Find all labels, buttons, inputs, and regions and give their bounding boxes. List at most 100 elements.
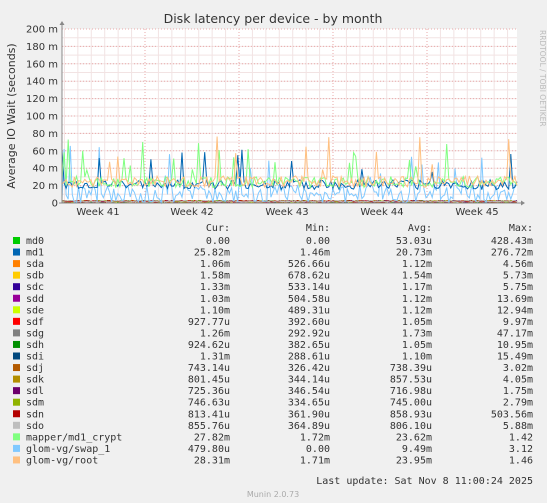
legend-max: 4.05m: [503, 375, 533, 386]
legend-item: glom-vg/swap_1 479.80u 0.00 9.49m 3.12: [13, 444, 533, 455]
y-tick-label: 60 m: [32, 146, 58, 157]
legend-max: 3.12: [509, 444, 533, 455]
legend-header-max: Max:: [509, 223, 533, 234]
legend-avg: 806.10u: [390, 421, 432, 432]
legend-avg: 1.17m: [402, 282, 432, 293]
legend-item: sdi 1.31m 288.61u 1.10m 15.49m: [13, 352, 533, 363]
axes: [59, 21, 525, 206]
legend-swatch: [13, 456, 20, 464]
legend-avg: 858.93u: [390, 409, 432, 420]
x-tick-label: Week 42: [170, 207, 213, 218]
legend-min: 0.00: [306, 444, 330, 455]
legend-item: sdc 1.33m 533.14u 1.17m 5.75m: [13, 282, 533, 293]
legend-name: sda: [26, 259, 44, 270]
legend-max: 5.88m: [503, 421, 533, 432]
legend-name: glom-vg/swap_1: [26, 444, 110, 455]
legend-cur: 1.58m: [200, 271, 230, 282]
rrdtool-side-label: RRDTOOL / TOBI OETIKER: [538, 30, 547, 127]
legend-item: sdn 813.41u 361.90u 858.93u 503.56m: [13, 409, 533, 420]
legend-item: mapper/md1_crypt 27.82m 1.72m 23.62m 1.42: [13, 432, 533, 443]
legend-cur: 28.31m: [194, 455, 230, 466]
legend-cur: 1.26m: [200, 328, 230, 339]
legend-avg: 745.00u: [390, 398, 432, 409]
legend-swatch: [13, 364, 20, 372]
legend-avg: 716.98u: [390, 386, 432, 397]
series-line-md1: [61, 149, 518, 191]
legend-min: 334.65u: [288, 398, 330, 409]
legend-name: sdj: [26, 363, 44, 374]
series-line-mapper-md1-crypt: [61, 139, 518, 190]
legend-min: 344.14u: [288, 375, 330, 386]
y-axis-label: Average IO Wait (seconds): [5, 43, 18, 188]
y-tick-label: 160 m: [26, 59, 58, 70]
legend-name: sdf: [26, 317, 44, 328]
legend-min: 1.71m: [300, 455, 330, 466]
legend-name: sde: [26, 305, 44, 316]
y-tick-label: 120 m: [26, 94, 58, 105]
legend-name: md0: [26, 236, 44, 247]
legend-header-avg: Avg:: [408, 223, 432, 234]
legend-item: sda 1.06m 526.66u 1.12m 4.56m: [13, 259, 533, 270]
legend-header-cur: Cur:: [206, 223, 230, 234]
legend-avg: 53.03u: [396, 236, 432, 247]
legend-swatch: [13, 340, 20, 348]
legend-name: sdd: [26, 294, 44, 305]
legend-max: 276.72m: [491, 248, 533, 259]
x-tick-label: Week 45: [455, 207, 498, 218]
legend-item: glom-vg/root 28.31m 1.71m 23.95m 1.46: [13, 455, 533, 466]
series-lines: [61, 136, 518, 205]
legend-swatch: [13, 294, 20, 302]
legend-item: md0 0.00 0.00 53.03u 428.43m: [13, 236, 533, 247]
legend-min: 1.46m: [300, 248, 330, 259]
legend-name: mapper/md1_crypt: [26, 432, 122, 443]
legend-cur: 479.80u: [188, 444, 230, 455]
legend-name: sdo: [26, 421, 44, 432]
legend-min: 0.00: [306, 236, 330, 247]
legend-cur: 0.00: [206, 236, 230, 247]
legend-swatch: [13, 329, 20, 337]
legend-name: sdb: [26, 271, 44, 282]
legend-item: sdj 743.14u 326.42u 738.39u 3.02m: [13, 363, 533, 374]
legend-cur: 1.03m: [200, 294, 230, 305]
legend-name: md1: [26, 248, 44, 259]
legend-avg: 1.12m: [402, 305, 432, 316]
legend-name: sdh: [26, 340, 44, 351]
legend-name: sdl: [26, 386, 44, 397]
legend-header: Cur: Min: Avg: Max:: [206, 223, 533, 234]
legend-name: sdn: [26, 409, 44, 420]
legend-cur: 746.63u: [188, 398, 230, 409]
legend-cur: 27.82m: [194, 432, 230, 443]
legend-min: 533.14u: [288, 282, 330, 293]
legend-max: 5.75m: [503, 282, 533, 293]
y-tick-label: 100 m: [26, 112, 58, 123]
last-update: Last update: Sat Nov 8 11:00:24 2025: [316, 476, 533, 487]
legend-min: 364.89u: [288, 421, 330, 432]
legend-max: 428.43m: [491, 236, 533, 247]
legend-avg: 20.73m: [396, 248, 432, 259]
legend-max: 13.69m: [497, 294, 533, 305]
x-ticks: Week 41 Week 42 Week 43 Week 44 Week 45: [76, 207, 498, 218]
legend-max: 1.75m: [503, 386, 533, 397]
legend-min: 292.92u: [288, 328, 330, 339]
legend-item: sdo 855.76u 364.89u 806.10u 5.88m: [13, 421, 533, 432]
munin-footer: Munin 2.0.73: [247, 490, 299, 499]
legend-cur: 25.82m: [194, 248, 230, 259]
legend-swatch: [13, 237, 20, 244]
legend-max: 2.79m: [503, 398, 533, 409]
legend-item: sdd 1.03m 504.58u 1.12m 13.69m: [13, 294, 533, 305]
x-tick-label: Week 41: [76, 207, 119, 218]
legend-cur: 743.14u: [188, 363, 230, 374]
y-tick-label: 180 m: [26, 42, 58, 53]
legend-item: sdg 1.26m 292.92u 1.73m 47.17m: [13, 328, 533, 339]
y-axis-arrow: [59, 21, 65, 25]
legend-name: sdm: [26, 398, 44, 409]
y-tick-label: 40 m: [32, 164, 58, 175]
legend-min: 678.62u: [288, 271, 330, 282]
legend-min: 361.90u: [288, 409, 330, 420]
legend-min: 326.42u: [288, 363, 330, 374]
x-tick-label: Week 43: [265, 207, 308, 218]
legend-swatch: [13, 260, 20, 268]
legend-name: sdi: [26, 352, 44, 363]
legend-max: 47.17m: [497, 328, 533, 339]
legend-max: 503.56m: [491, 409, 533, 420]
